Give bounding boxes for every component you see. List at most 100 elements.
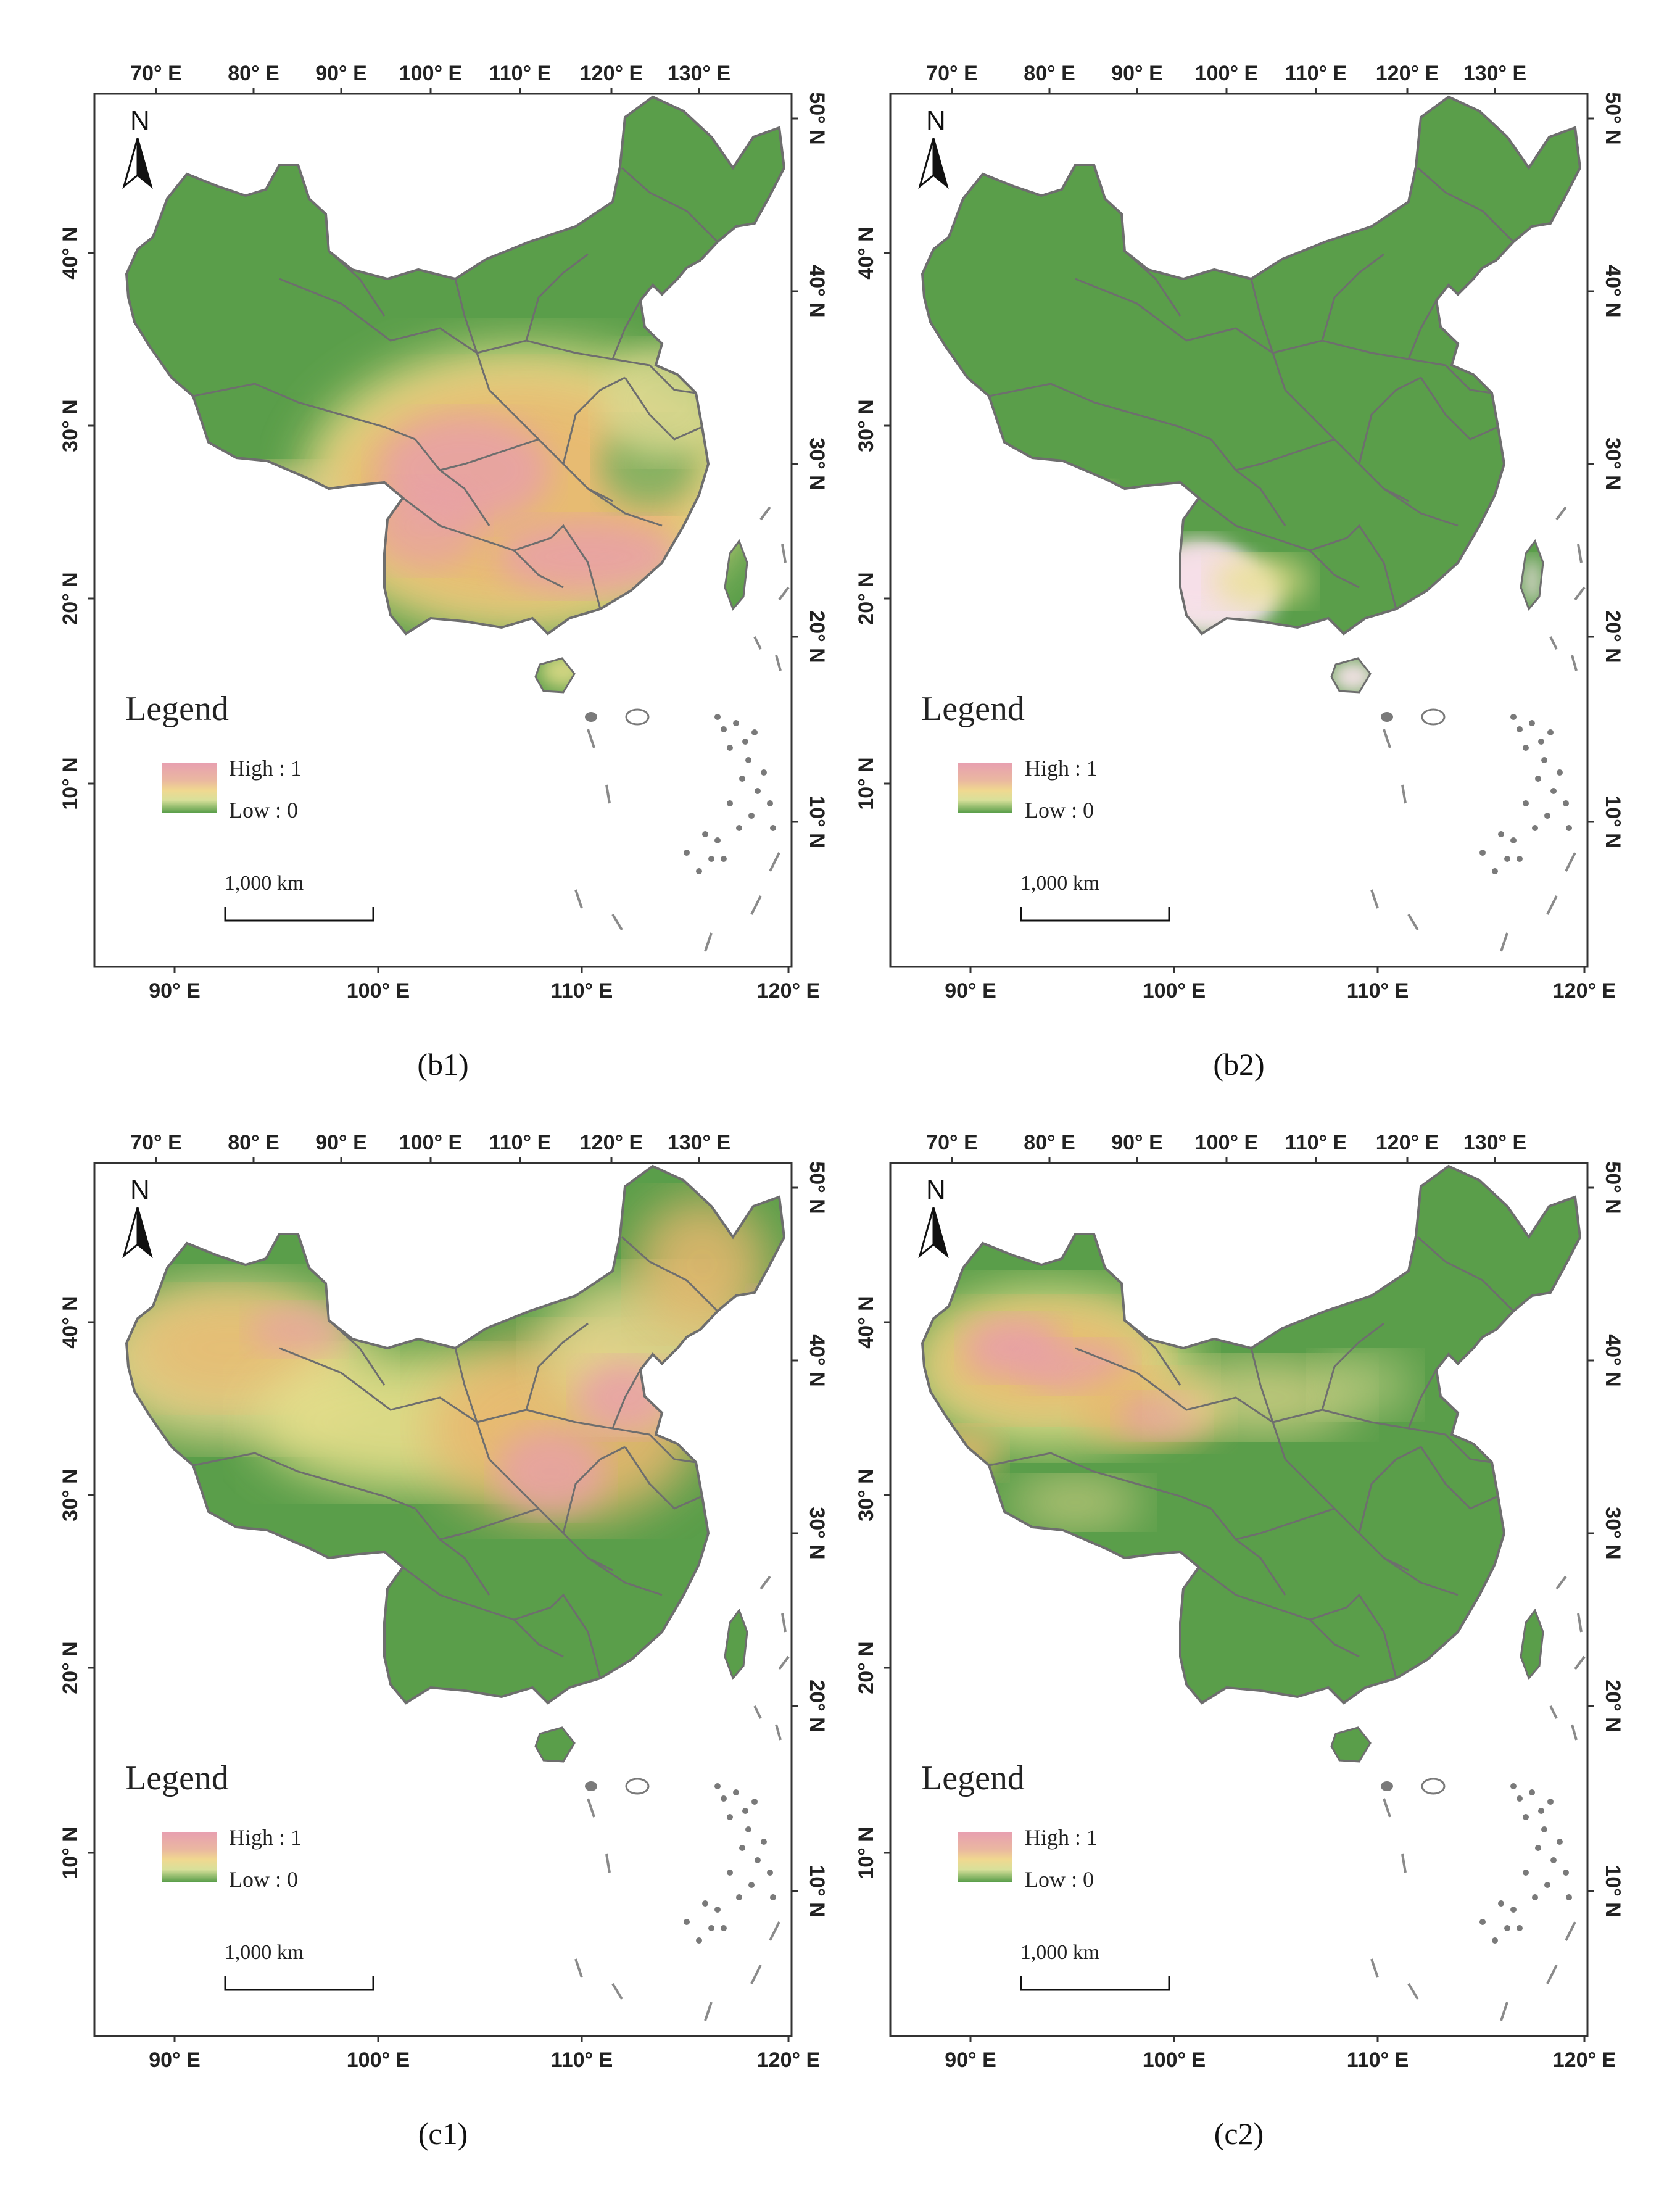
province-border <box>1198 497 1347 552</box>
island-mark <box>1544 1882 1550 1888</box>
legend-color-ramp <box>162 1832 217 1882</box>
map-panel: N Legend High : 1 Low : 0 1,000 km 70° E 80° E… <box>59 1131 829 2151</box>
scale-bar-label: 1,000 km <box>1020 1941 1099 1964</box>
scale-bar: 1,000 km <box>224 872 374 922</box>
island-mark <box>1566 1894 1572 1900</box>
legend-low-label: Low : 0 <box>1025 798 1094 822</box>
province-border <box>1250 1348 1274 1423</box>
province-border <box>611 300 642 360</box>
island-mark <box>721 1925 727 1931</box>
suitability-hotspot <box>495 1428 606 1515</box>
left-latitude-label: 30° N <box>854 1468 878 1521</box>
province-border <box>439 438 539 471</box>
left-latitude-label: 40° N <box>59 226 82 279</box>
legend-low-label: Low : 0 <box>1025 1867 1094 1892</box>
island-mark <box>708 856 714 862</box>
boundary-dash <box>1577 1613 1583 1633</box>
right-latitude-label: 40° N <box>805 1334 829 1386</box>
province-border <box>192 1452 416 1510</box>
legend-high-label: High : 1 <box>229 756 302 781</box>
province-border <box>1407 300 1438 360</box>
top-longitude-label: 120° E <box>580 1131 643 1154</box>
province-border <box>513 1618 564 1658</box>
boundary-dash <box>781 1613 787 1633</box>
island-mark <box>1523 1814 1529 1820</box>
legend-high-label: High : 1 <box>1025 756 1098 781</box>
island-mark <box>1421 1778 1446 1795</box>
top-longitude-label: 120° E <box>580 62 643 85</box>
island-mark <box>1547 729 1554 735</box>
suitability-hotspot <box>1020 1342 1131 1391</box>
boundary-dash <box>775 1724 782 1741</box>
hainan-border <box>534 1726 576 1763</box>
province-border <box>1383 487 1459 527</box>
right-latitude-label: 20° N <box>1601 1679 1624 1732</box>
left-latitude-label: 20° N <box>854 1641 878 1694</box>
province-border <box>476 1409 650 1436</box>
legend-high-label: High : 1 <box>229 1825 302 1850</box>
province-border <box>1444 1433 1492 1464</box>
island-mark <box>742 739 748 745</box>
boundary-dash <box>1571 1724 1578 1741</box>
right-latitude-label: 40° N <box>1601 1334 1624 1386</box>
north-arrow: N <box>122 1175 153 1259</box>
map-panel: N Legend High : 1 Low : 0 1,000 km 70° E 80° E… <box>854 62 1624 1082</box>
top-longitude-label: 100° E <box>399 62 462 85</box>
left-latitude-label: 30° N <box>59 1468 82 1521</box>
boundary-dash <box>611 913 623 931</box>
island-mark <box>714 1783 721 1789</box>
island-mark <box>714 1907 721 1913</box>
map-axes: 70° E 80° E 90° E 100° E 110° E 120° E 130° E 9… <box>59 62 829 1003</box>
province-border <box>1417 167 1515 243</box>
top-longitude-label: 80° E <box>1024 1131 1075 1154</box>
scale-bar-label: 1,000 km <box>1020 872 1099 895</box>
taiwan-border <box>1520 539 1544 611</box>
island-mark <box>702 1900 708 1907</box>
island-mark <box>1510 1783 1517 1789</box>
island-mark <box>721 726 727 732</box>
province-border <box>454 1348 478 1423</box>
boundary-dash <box>781 544 787 563</box>
left-latitude-label: 20° N <box>59 572 82 624</box>
island-mark <box>625 1778 650 1795</box>
top-longitude-label: 70° E <box>926 1131 978 1154</box>
island-mark <box>1517 1795 1523 1802</box>
suitability-hotspot <box>1008 1478 1143 1527</box>
boundary-dash <box>605 1853 611 1873</box>
right-latitude-label: 30° N <box>1601 437 1624 490</box>
top-longitude-label: 130° E <box>668 1131 730 1154</box>
island-mark <box>585 1781 597 1791</box>
island-mark <box>736 1894 742 1900</box>
boundary-dash <box>704 2002 713 2021</box>
boundary-dash <box>769 852 780 872</box>
island-mark <box>748 813 755 819</box>
china-border <box>125 1164 786 1705</box>
boundary-dash <box>1407 1982 1419 2000</box>
hainan-border <box>534 657 576 694</box>
bottom-longitude-label: 100° E <box>1143 2048 1206 2072</box>
island-mark <box>1541 1826 1547 1832</box>
island-mark <box>727 1870 733 1876</box>
boundary-dash <box>1555 506 1567 521</box>
island-mark <box>1541 757 1547 763</box>
right-latitude-label: 40° N <box>805 265 829 317</box>
province-border <box>648 1433 697 1464</box>
scale-bar-line <box>1020 907 1170 922</box>
province-border <box>550 1593 602 1679</box>
right-latitude-label: 20° N <box>1601 610 1624 663</box>
boundary-dash <box>1577 544 1583 563</box>
bottom-longitude-label: 110° E <box>1347 2048 1409 2072</box>
hainan-border <box>1330 657 1372 694</box>
right-latitude-label: 10° N <box>805 795 829 848</box>
province-border <box>513 549 564 589</box>
boundary-dash <box>1571 655 1578 671</box>
province-border <box>1358 376 1421 465</box>
top-longitude-label: 90° E <box>315 62 367 85</box>
island-mark <box>739 1845 745 1851</box>
island-mark <box>684 1919 690 1925</box>
province-border <box>1321 1322 1384 1410</box>
province-border <box>611 1369 642 1429</box>
bottom-longitude-label: 90° E <box>149 2048 201 2072</box>
island-mark <box>1547 1799 1554 1805</box>
boundary-dash <box>1383 729 1391 748</box>
